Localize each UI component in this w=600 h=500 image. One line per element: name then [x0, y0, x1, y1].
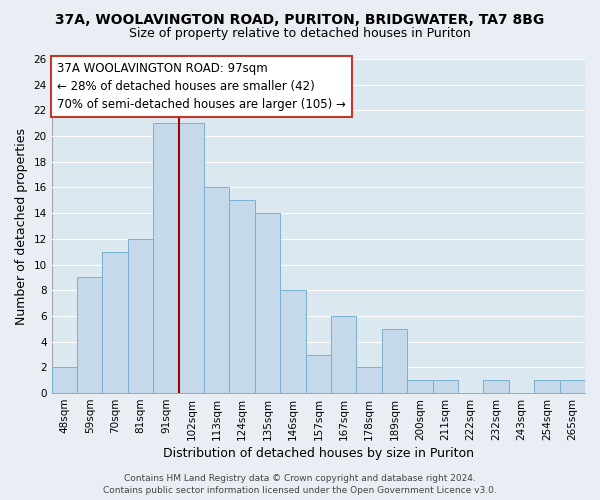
Text: Size of property relative to detached houses in Puriton: Size of property relative to detached ho…: [129, 28, 471, 40]
Bar: [128, 239, 153, 393]
Bar: [356, 368, 382, 393]
Y-axis label: Number of detached properties: Number of detached properties: [15, 128, 28, 324]
Bar: [305, 354, 331, 393]
Bar: [229, 200, 255, 393]
Bar: [382, 329, 407, 393]
Bar: [407, 380, 433, 393]
Bar: [77, 278, 103, 393]
Text: Contains HM Land Registry data © Crown copyright and database right 2024.
Contai: Contains HM Land Registry data © Crown c…: [103, 474, 497, 495]
Bar: [52, 368, 77, 393]
Bar: [179, 123, 204, 393]
Bar: [433, 380, 458, 393]
Bar: [204, 188, 229, 393]
X-axis label: Distribution of detached houses by size in Puriton: Distribution of detached houses by size …: [163, 447, 474, 460]
Bar: [560, 380, 585, 393]
Bar: [280, 290, 305, 393]
Bar: [484, 380, 509, 393]
Text: 37A, WOOLAVINGTON ROAD, PURITON, BRIDGWATER, TA7 8BG: 37A, WOOLAVINGTON ROAD, PURITON, BRIDGWA…: [55, 12, 545, 26]
Bar: [331, 316, 356, 393]
Bar: [534, 380, 560, 393]
Bar: [153, 123, 179, 393]
Bar: [255, 213, 280, 393]
Text: 37A WOOLAVINGTON ROAD: 97sqm
← 28% of detached houses are smaller (42)
70% of se: 37A WOOLAVINGTON ROAD: 97sqm ← 28% of de…: [57, 62, 346, 112]
Bar: [103, 252, 128, 393]
